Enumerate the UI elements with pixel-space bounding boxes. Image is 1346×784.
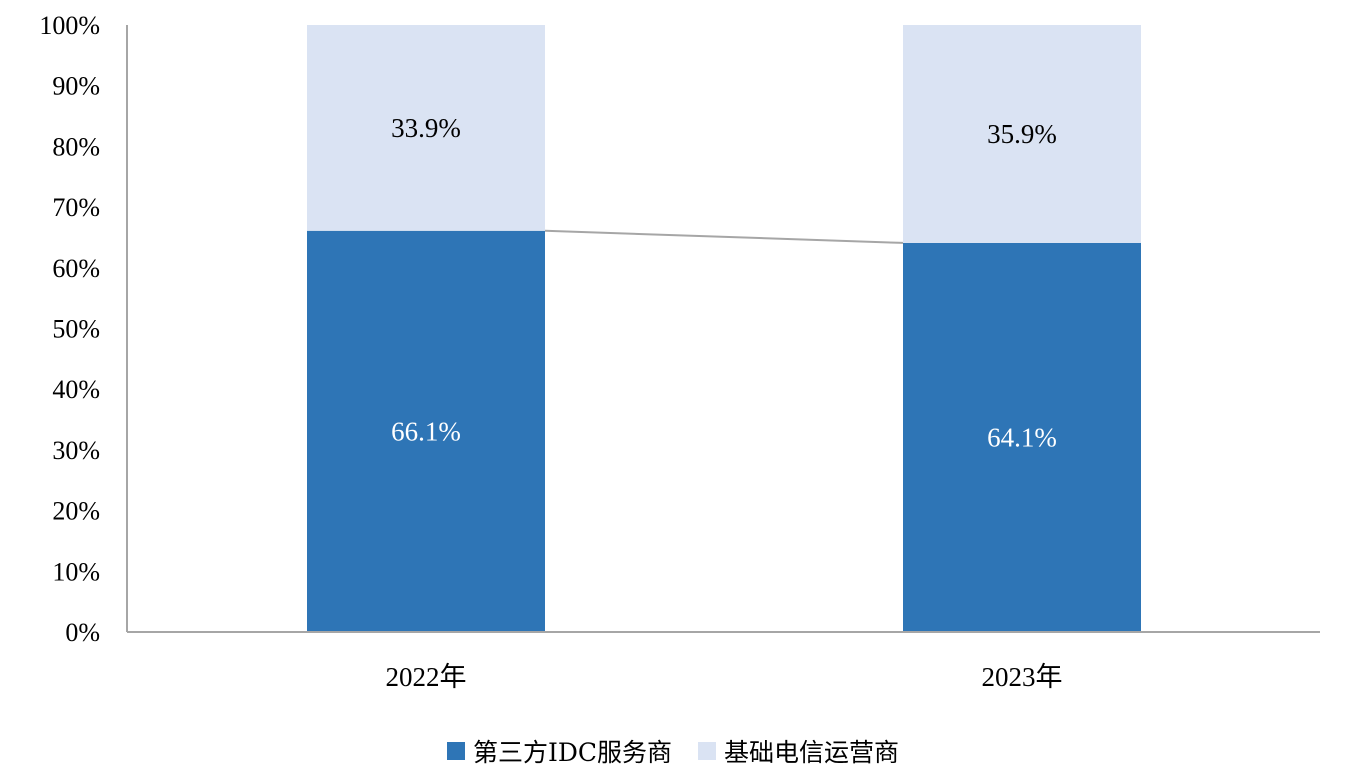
y-tick-label: 90% bbox=[52, 72, 100, 101]
y-tick-label: 30% bbox=[52, 436, 100, 465]
bar-segment bbox=[307, 230, 545, 632]
y-tick-label: 50% bbox=[52, 315, 100, 344]
legend-item-telecom-operators: 基础电信运营商 bbox=[698, 733, 899, 769]
y-tick-label: 40% bbox=[52, 375, 100, 404]
y-tick-label: 20% bbox=[52, 497, 100, 526]
x-axis-labels: 2022年 2023年 bbox=[386, 662, 1063, 692]
bar-segment bbox=[307, 25, 545, 231]
y-tick-label: 100% bbox=[39, 11, 100, 40]
x-category-label: 2023年 bbox=[982, 662, 1063, 692]
data-label: 35.9% bbox=[987, 119, 1057, 149]
y-axis-ticks: 0% 10% 20% 30% 40% 50% 60% 70% 80% 90% 100% bbox=[39, 11, 100, 647]
legend: 第三方IDC服务商 基础电信运营商 bbox=[0, 728, 1346, 774]
data-label: 64.1% bbox=[987, 422, 1057, 452]
bar-segment bbox=[903, 25, 1141, 243]
legend-item-third-party-idc: 第三方IDC服务商 bbox=[446, 733, 673, 769]
legend-label-telecom-operators: 基础电信运营商 bbox=[724, 738, 900, 767]
data-label: 33.9% bbox=[391, 113, 461, 143]
y-tick-label: 80% bbox=[52, 132, 100, 161]
y-tick-label: 70% bbox=[52, 193, 100, 222]
bars: 66.1% 33.9% 64.1% 35.9% bbox=[307, 25, 1141, 632]
series-line bbox=[544, 229, 904, 244]
legend-swatch-telecom-operators bbox=[698, 742, 717, 760]
legend-label-third-party-idc: 第三方IDC服务商 bbox=[472, 738, 673, 767]
legend-swatch-third-party-idc bbox=[446, 742, 465, 760]
y-tick-label: 60% bbox=[52, 254, 100, 283]
data-label: 66.1% bbox=[391, 416, 461, 446]
bar-segment bbox=[903, 242, 1141, 632]
y-tick-label: 10% bbox=[52, 557, 100, 586]
series-connector-lines bbox=[544, 229, 904, 244]
x-category-label: 2022年 bbox=[386, 662, 467, 692]
y-tick-label: 0% bbox=[65, 618, 100, 647]
